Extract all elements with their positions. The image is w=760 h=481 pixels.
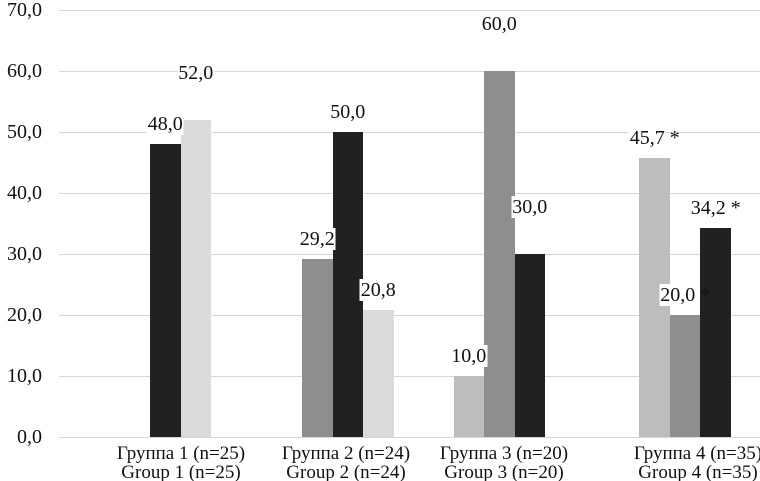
y-axis-tick-label: 30,0 [7,243,42,265]
value-label-text: 60,0 [480,13,518,35]
category-label-group-2: Группа 2 (n=24) Group 2 (n=24) [282,444,410,481]
category-label-group-4: Группа 4 (n=35) Group 4 (n=35) [634,444,760,481]
bar-medium-gray-group-3 [484,71,515,437]
category-label-ru: Группа 2 (n=24) [281,443,411,464]
value-label: 20,8 [359,278,397,302]
category-label-en: Group 2 (n=24) [286,462,406,481]
value-label-text: 48,0 [146,113,184,136]
value-label-text: 52,0 [177,61,215,84]
bar-medium-gray-group-2 [302,258,333,437]
y-axis-tick-label: 0,0 [17,426,42,448]
bar-black-group-1 [150,144,181,437]
y-axis-tick-label: 40,0 [7,182,42,204]
bar-medium-gray-group-4 [669,315,700,437]
gridline [58,131,760,133]
value-label-text: 10,0 [450,345,488,367]
category-label-en: Group 3 (n=20) [444,462,564,481]
value-label: 30,0 [511,195,549,219]
category-label-group-3: Группа 3 (n=20) Group 3 (n=20) [440,444,568,481]
category-label-ru: Группа 1 (n=25) [116,443,246,464]
y-axis-tick-label: 20,0 [7,304,42,326]
category-label-en: Group 1 (n=25) [121,462,241,481]
y-axis-tick-label: 60,0 [7,60,42,82]
value-label: 34,2 * [689,196,741,220]
bar-pale-gray-group-1 [180,119,211,437]
value-label: 29,2 [298,227,336,251]
y-axis-tick-label: 70,0 [7,0,42,21]
y-axis-tick-label: 50,0 [7,121,42,143]
value-label: 10,0 [450,344,488,368]
category-label-ru: Группа 3 (n=20) [439,443,569,464]
value-label-text: 34,2 [689,197,727,220]
gridline [58,375,760,377]
y-axis-tick-label: 10,0 [7,365,42,387]
bar-black-group-2 [332,132,363,437]
value-label-text: 50,0 [329,101,367,123]
gridline [58,9,760,11]
value-label-text: 20,0 [659,284,697,306]
category-label-ru: Группа 4 (n=35) [633,443,760,464]
value-label: 20,0 * [659,283,710,307]
category-label-group-1: Группа 1 (n=25) Group 1 (n=25) [117,444,245,481]
bar-light-gray-group-3 [453,376,484,437]
gridline [58,314,760,316]
gridline [58,253,760,255]
value-label: 52,0 [177,61,215,85]
gridline [58,436,760,438]
value-label: 48,0 [146,112,184,136]
value-label: 50,0 [329,100,367,124]
significance-asterisk: * [730,197,741,220]
gridline [58,192,760,194]
value-label: 60,0 [480,12,518,36]
value-label-text: 45,7 [628,127,666,150]
bar-pale-gray-group-2 [363,310,394,437]
value-label: 45,7 * [628,126,680,150]
bar-black-group-3 [514,254,545,437]
value-label-text: 29,2 [298,227,336,250]
value-label-text: 20,8 [359,279,397,302]
gridline [58,70,760,72]
category-label-en: Group 4 (n=35) [638,462,758,481]
bar-black-group-4 [700,228,731,437]
value-label-text: 30,0 [511,196,549,218]
significance-asterisk: * [700,284,711,306]
significance-asterisk: * [669,127,680,150]
